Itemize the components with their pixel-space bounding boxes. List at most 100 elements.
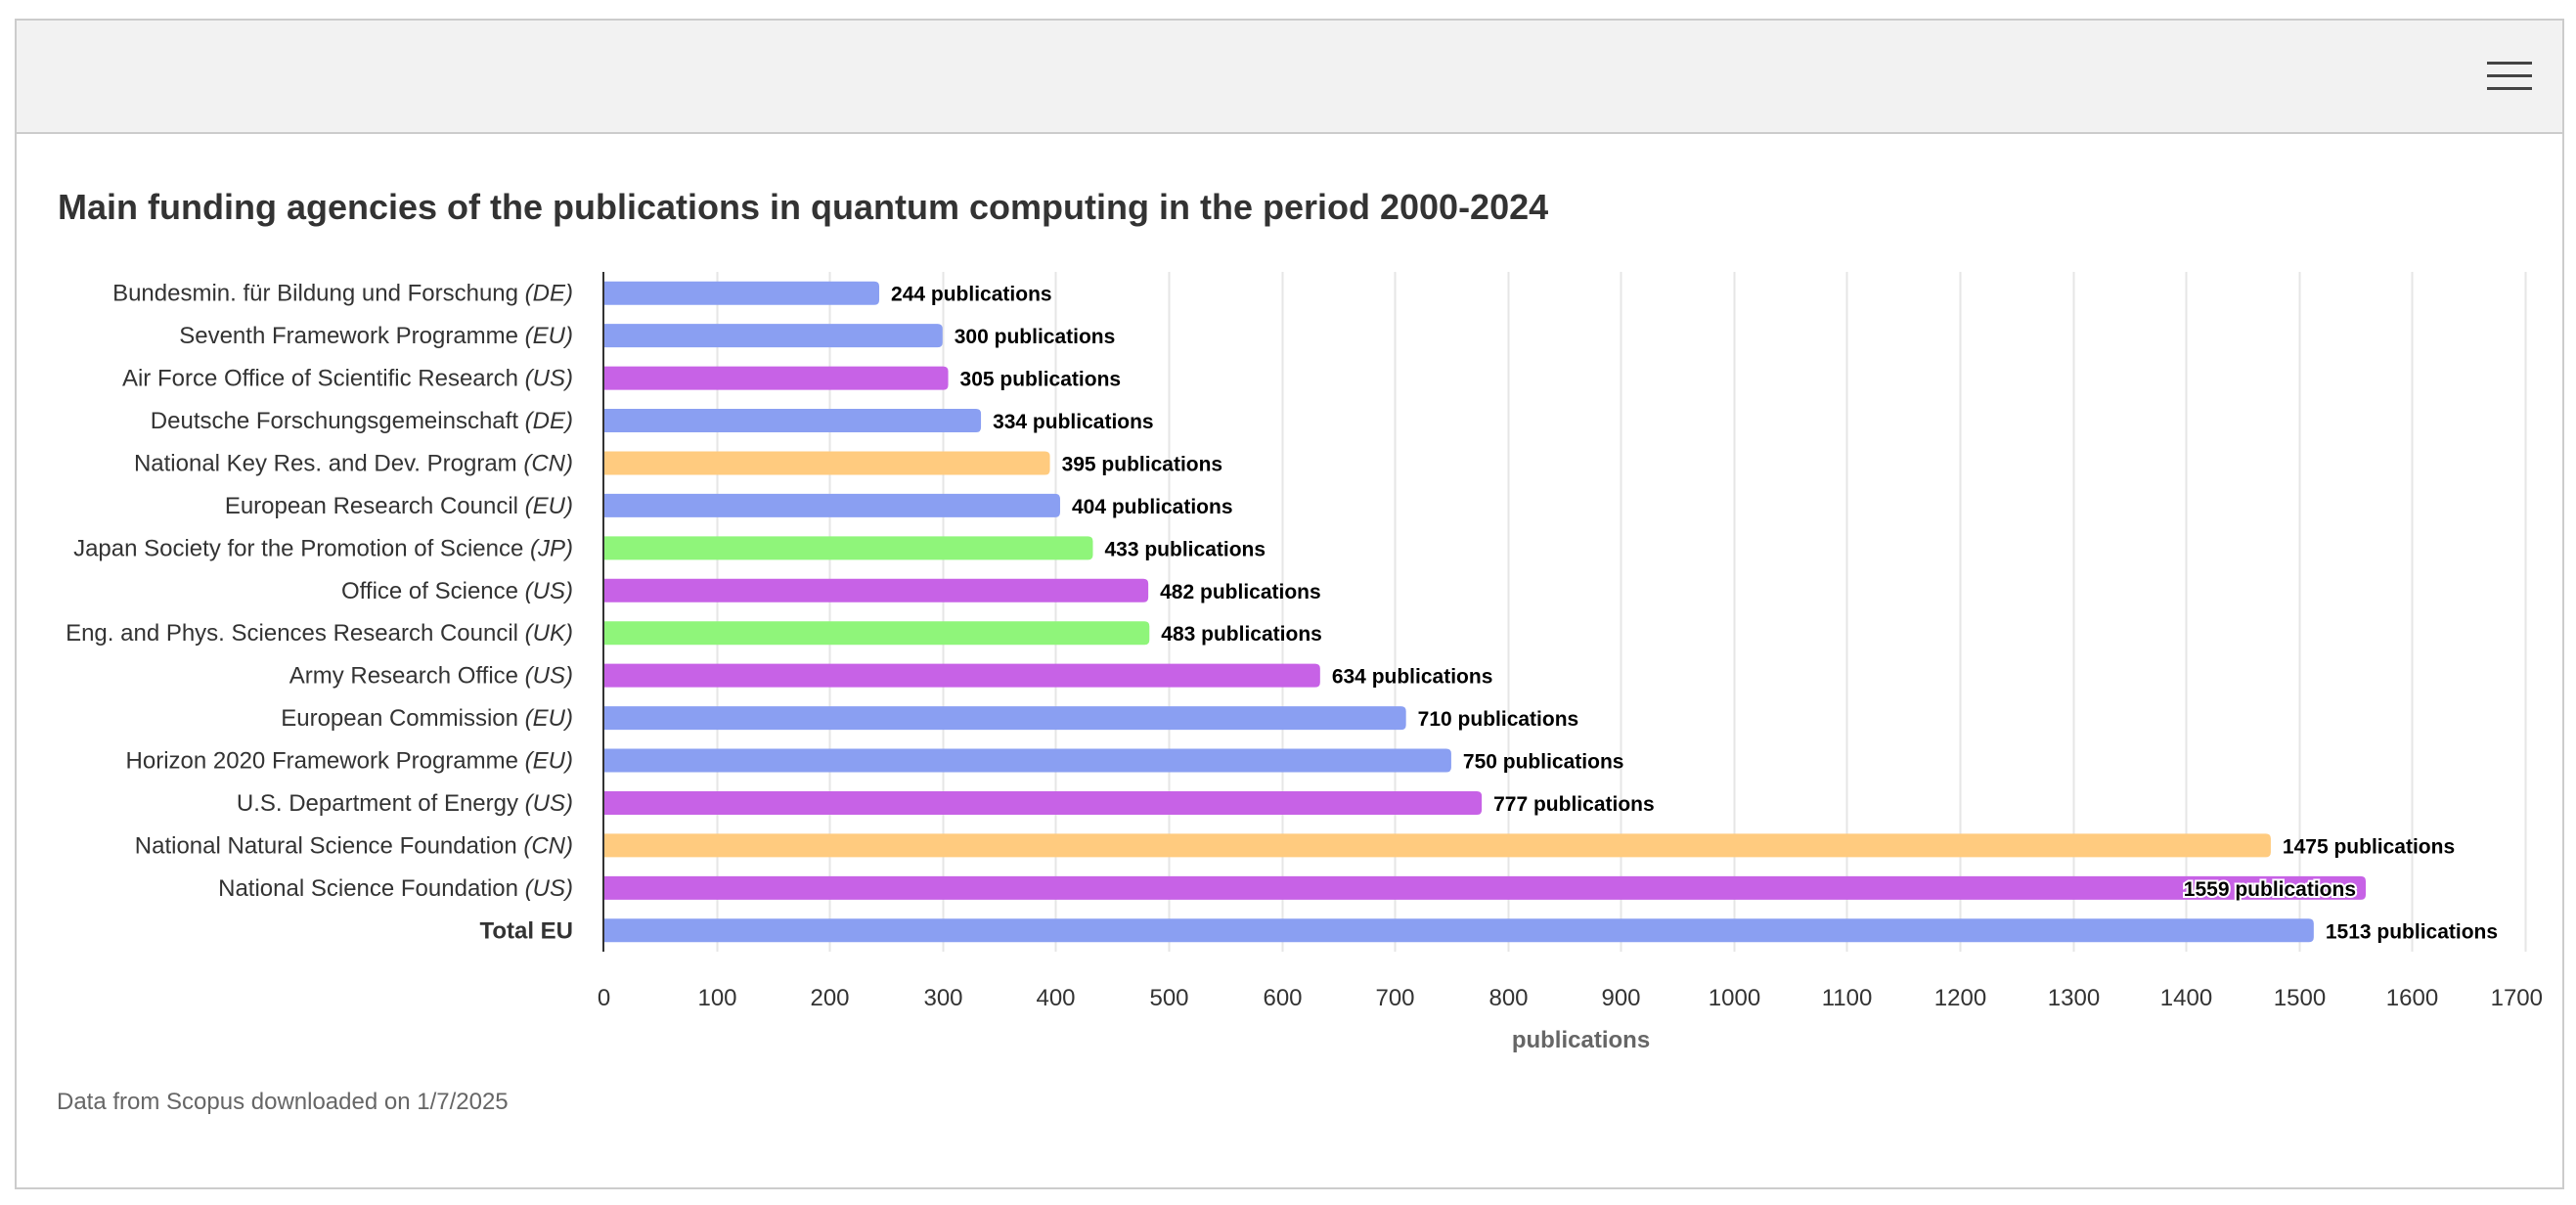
category-label: National Key Res. and Dev. Program (CN) bbox=[134, 450, 573, 476]
x-tick-label: 1100 bbox=[1822, 985, 1873, 1011]
bar[interactable] bbox=[604, 875, 2367, 900]
category-country: (JP) bbox=[523, 535, 573, 561]
bar[interactable] bbox=[604, 918, 2314, 943]
category-country: (CN) bbox=[517, 832, 573, 859]
chart-header bbox=[17, 21, 2562, 134]
x-tick-label: 1500 bbox=[2274, 985, 2326, 1011]
data-labels: 244 publications 300 publications 305 publ… bbox=[891, 284, 2498, 944]
x-tick-label: 100 bbox=[697, 985, 736, 1011]
category-name: European Commission bbox=[281, 705, 518, 732]
chart-title: Main funding agencies of the publication… bbox=[58, 187, 1549, 227]
x-tick-label: 900 bbox=[1601, 985, 1640, 1011]
category-name: Seventh Framework Programme bbox=[179, 323, 518, 349]
data-label: 433 publications bbox=[1104, 538, 1266, 560]
x-tick-label: 400 bbox=[1036, 985, 1075, 1011]
category-label: Total EU bbox=[479, 917, 573, 944]
x-tick-label: 1700 bbox=[2491, 985, 2543, 1011]
category-label: Air Force Office of Scientific Research … bbox=[122, 366, 573, 392]
bar[interactable] bbox=[604, 790, 1483, 815]
category-label: National Natural Science Foundation (CN) bbox=[135, 832, 573, 859]
category-country: (EU) bbox=[518, 493, 573, 519]
category-name: Horizon 2020 Framework Programme bbox=[126, 748, 518, 775]
category-label: Horizon 2020 Framework Programme (EU) bbox=[126, 748, 573, 775]
data-label: 244 publications bbox=[891, 284, 1052, 306]
category-label: National Science Foundation (US) bbox=[218, 875, 573, 902]
category-name: Japan Society for the Promotion of Scien… bbox=[73, 535, 523, 561]
chart-menu-button[interactable] bbox=[2484, 56, 2535, 97]
category-name: U.S. Department of Energy bbox=[237, 790, 518, 817]
bar[interactable] bbox=[604, 578, 1149, 602]
bar[interactable] bbox=[604, 536, 1093, 560]
bar[interactable] bbox=[604, 366, 949, 390]
data-label: 483 publications bbox=[1161, 623, 1322, 646]
data-label: 1475 publications bbox=[2283, 835, 2455, 858]
category-country: (CN) bbox=[517, 450, 573, 476]
bar[interactable] bbox=[604, 281, 880, 305]
category-label: Deutsche Forschungsgemeinschaft (DE) bbox=[151, 408, 573, 434]
x-tick-label: 1200 bbox=[1934, 985, 1986, 1011]
bar[interactable] bbox=[604, 706, 1406, 731]
bars bbox=[604, 281, 2367, 943]
data-label: 750 publications bbox=[1463, 751, 1624, 774]
category-label: Seventh Framework Programme (EU) bbox=[179, 323, 573, 349]
data-source-note: Data from Scopus downloaded on 1/7/2025 bbox=[57, 1089, 509, 1115]
category-label: European Commission (EU) bbox=[281, 705, 573, 732]
category-name: National Key Res. and Dev. Program bbox=[134, 450, 517, 476]
data-label: 395 publications bbox=[1062, 453, 1223, 475]
x-tick-label: 600 bbox=[1263, 985, 1302, 1011]
category-country: (UK) bbox=[518, 620, 573, 647]
category-name: European Research Council bbox=[225, 493, 518, 519]
bar[interactable] bbox=[604, 833, 2271, 858]
category-country: (EU) bbox=[518, 748, 573, 775]
category-name: Deutsche Forschungsgemeinschaft bbox=[151, 408, 519, 434]
bar[interactable] bbox=[604, 451, 1050, 475]
data-label: 334 publications bbox=[993, 411, 1154, 433]
x-tick-label: 700 bbox=[1375, 985, 1414, 1011]
x-axis-title: publications bbox=[1512, 1027, 1650, 1053]
bar[interactable] bbox=[604, 621, 1150, 646]
x-tick-label: 1600 bbox=[2386, 985, 2438, 1011]
category-name: Air Force Office of Scientific Research bbox=[122, 366, 518, 392]
category-country: (DE) bbox=[518, 281, 573, 307]
category-country: (DE) bbox=[518, 408, 573, 434]
category-label: Eng. and Phys. Sciences Research Council… bbox=[66, 620, 573, 647]
x-tick-label: 300 bbox=[923, 985, 962, 1011]
data-label: 300 publications bbox=[955, 326, 1116, 348]
x-tick-label: 800 bbox=[1488, 985, 1528, 1011]
category-label: Japan Society for the Promotion of Scien… bbox=[73, 535, 573, 561]
category-label: Bundesmin. für Bildung und Forschung (DE… bbox=[112, 281, 573, 307]
category-name: Office of Science bbox=[341, 578, 518, 604]
category-country: (US) bbox=[518, 790, 573, 817]
x-tick-label: 1000 bbox=[1709, 985, 1760, 1011]
category-name: Eng. and Phys. Sciences Research Council bbox=[66, 620, 518, 647]
bar[interactable] bbox=[604, 493, 1060, 517]
category-name: Total EU bbox=[479, 917, 573, 944]
category-country: (EU) bbox=[518, 705, 573, 732]
bar[interactable] bbox=[604, 663, 1320, 688]
data-label: 634 publications bbox=[1332, 666, 1493, 689]
bar[interactable] bbox=[604, 748, 1451, 773]
data-label: 1559 publications bbox=[2184, 878, 2356, 901]
chart-container: Main funding agencies of the publication… bbox=[15, 19, 2564, 1189]
data-label: 404 publications bbox=[1072, 496, 1233, 518]
x-axis-ticks: 0 100 200 300 400 500 600 700 800 900 1000 1100 1200… bbox=[598, 985, 2543, 1011]
data-label: 482 publications bbox=[1160, 581, 1321, 603]
category-name: National Natural Science Foundation bbox=[135, 832, 517, 859]
category-country: (US) bbox=[518, 875, 573, 902]
x-tick-label: 0 bbox=[598, 985, 610, 1011]
category-country: (US) bbox=[518, 663, 573, 690]
x-tick-label: 200 bbox=[810, 985, 849, 1011]
category-label: Army Research Office (US) bbox=[289, 663, 573, 690]
category-country: (US) bbox=[518, 366, 573, 392]
bar[interactable] bbox=[604, 409, 982, 433]
data-label: 305 publications bbox=[960, 369, 1122, 391]
category-label: European Research Council (EU) bbox=[225, 493, 573, 519]
data-label: 1513 publications bbox=[2326, 920, 2498, 943]
bar[interactable] bbox=[604, 324, 943, 348]
category-labels: Bundesmin. für Bildung und Forschung (DE… bbox=[66, 281, 573, 945]
category-label: Office of Science (US) bbox=[341, 578, 573, 604]
x-tick-label: 1300 bbox=[2048, 985, 2100, 1011]
category-label: U.S. Department of Energy (US) bbox=[237, 790, 573, 817]
data-label: 710 publications bbox=[1418, 708, 1579, 731]
